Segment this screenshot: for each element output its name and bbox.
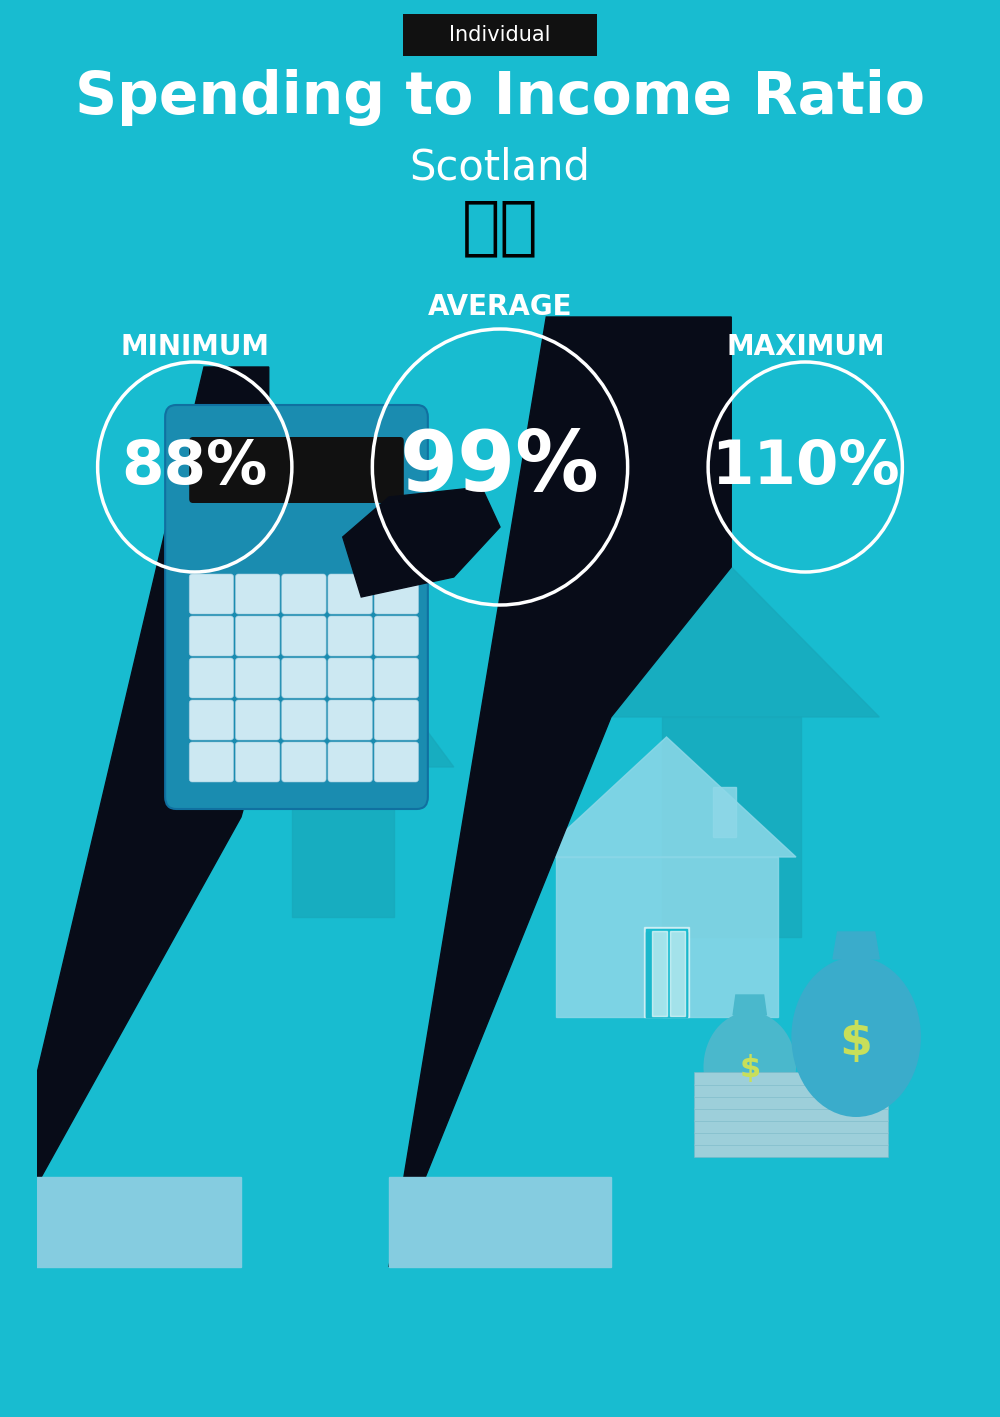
Text: Scotland: Scotland xyxy=(410,146,590,188)
FancyBboxPatch shape xyxy=(694,1073,888,1085)
Polygon shape xyxy=(646,932,662,1017)
Text: $: $ xyxy=(840,1019,873,1064)
Polygon shape xyxy=(389,1178,611,1267)
FancyBboxPatch shape xyxy=(189,700,234,740)
Text: AVERAGE: AVERAGE xyxy=(428,293,572,322)
FancyBboxPatch shape xyxy=(694,1084,888,1097)
Polygon shape xyxy=(389,317,731,1267)
FancyBboxPatch shape xyxy=(374,616,419,656)
FancyBboxPatch shape xyxy=(189,574,234,614)
FancyBboxPatch shape xyxy=(328,657,372,699)
Polygon shape xyxy=(670,931,685,1016)
Polygon shape xyxy=(556,857,778,1017)
FancyBboxPatch shape xyxy=(189,436,404,503)
FancyBboxPatch shape xyxy=(694,1108,888,1121)
Text: 88%: 88% xyxy=(122,438,268,496)
Polygon shape xyxy=(833,932,879,959)
FancyBboxPatch shape xyxy=(235,574,280,614)
FancyBboxPatch shape xyxy=(189,743,234,782)
FancyBboxPatch shape xyxy=(694,1095,888,1110)
FancyBboxPatch shape xyxy=(165,405,428,809)
FancyBboxPatch shape xyxy=(374,657,419,699)
FancyBboxPatch shape xyxy=(282,743,326,782)
Text: MAXIMUM: MAXIMUM xyxy=(726,333,885,361)
FancyBboxPatch shape xyxy=(694,1144,888,1158)
FancyBboxPatch shape xyxy=(282,574,326,614)
Polygon shape xyxy=(232,616,454,767)
FancyBboxPatch shape xyxy=(282,657,326,699)
Polygon shape xyxy=(292,767,394,917)
Polygon shape xyxy=(671,932,687,1017)
FancyBboxPatch shape xyxy=(282,616,326,656)
Polygon shape xyxy=(662,717,801,937)
Ellipse shape xyxy=(704,1012,796,1122)
FancyBboxPatch shape xyxy=(374,700,419,740)
Text: 99%: 99% xyxy=(400,427,600,507)
FancyBboxPatch shape xyxy=(189,616,234,656)
Ellipse shape xyxy=(791,956,921,1117)
FancyBboxPatch shape xyxy=(328,700,372,740)
FancyBboxPatch shape xyxy=(235,700,280,740)
Text: Individual: Individual xyxy=(449,26,551,45)
FancyBboxPatch shape xyxy=(282,700,326,740)
FancyBboxPatch shape xyxy=(328,743,372,782)
Polygon shape xyxy=(646,930,687,1017)
FancyBboxPatch shape xyxy=(235,743,280,782)
Text: $: $ xyxy=(739,1054,760,1084)
FancyBboxPatch shape xyxy=(694,1132,888,1145)
Polygon shape xyxy=(733,995,766,1015)
Polygon shape xyxy=(644,927,689,1017)
FancyBboxPatch shape xyxy=(403,14,597,57)
Text: MINIMUM: MINIMUM xyxy=(120,333,269,361)
FancyBboxPatch shape xyxy=(374,574,419,614)
Polygon shape xyxy=(713,786,736,837)
FancyBboxPatch shape xyxy=(328,616,372,656)
Polygon shape xyxy=(537,737,796,857)
Polygon shape xyxy=(652,931,666,1016)
FancyBboxPatch shape xyxy=(235,657,280,699)
Text: 🇬🇧: 🇬🇧 xyxy=(462,196,538,258)
Polygon shape xyxy=(0,1178,241,1267)
FancyBboxPatch shape xyxy=(235,616,280,656)
FancyBboxPatch shape xyxy=(694,1119,888,1134)
FancyBboxPatch shape xyxy=(328,574,372,614)
FancyBboxPatch shape xyxy=(374,743,419,782)
Polygon shape xyxy=(0,367,269,1267)
Polygon shape xyxy=(343,487,500,597)
Text: Spending to Income Ratio: Spending to Income Ratio xyxy=(75,68,925,126)
Text: 110%: 110% xyxy=(711,438,900,496)
FancyBboxPatch shape xyxy=(189,657,234,699)
Polygon shape xyxy=(583,567,879,717)
